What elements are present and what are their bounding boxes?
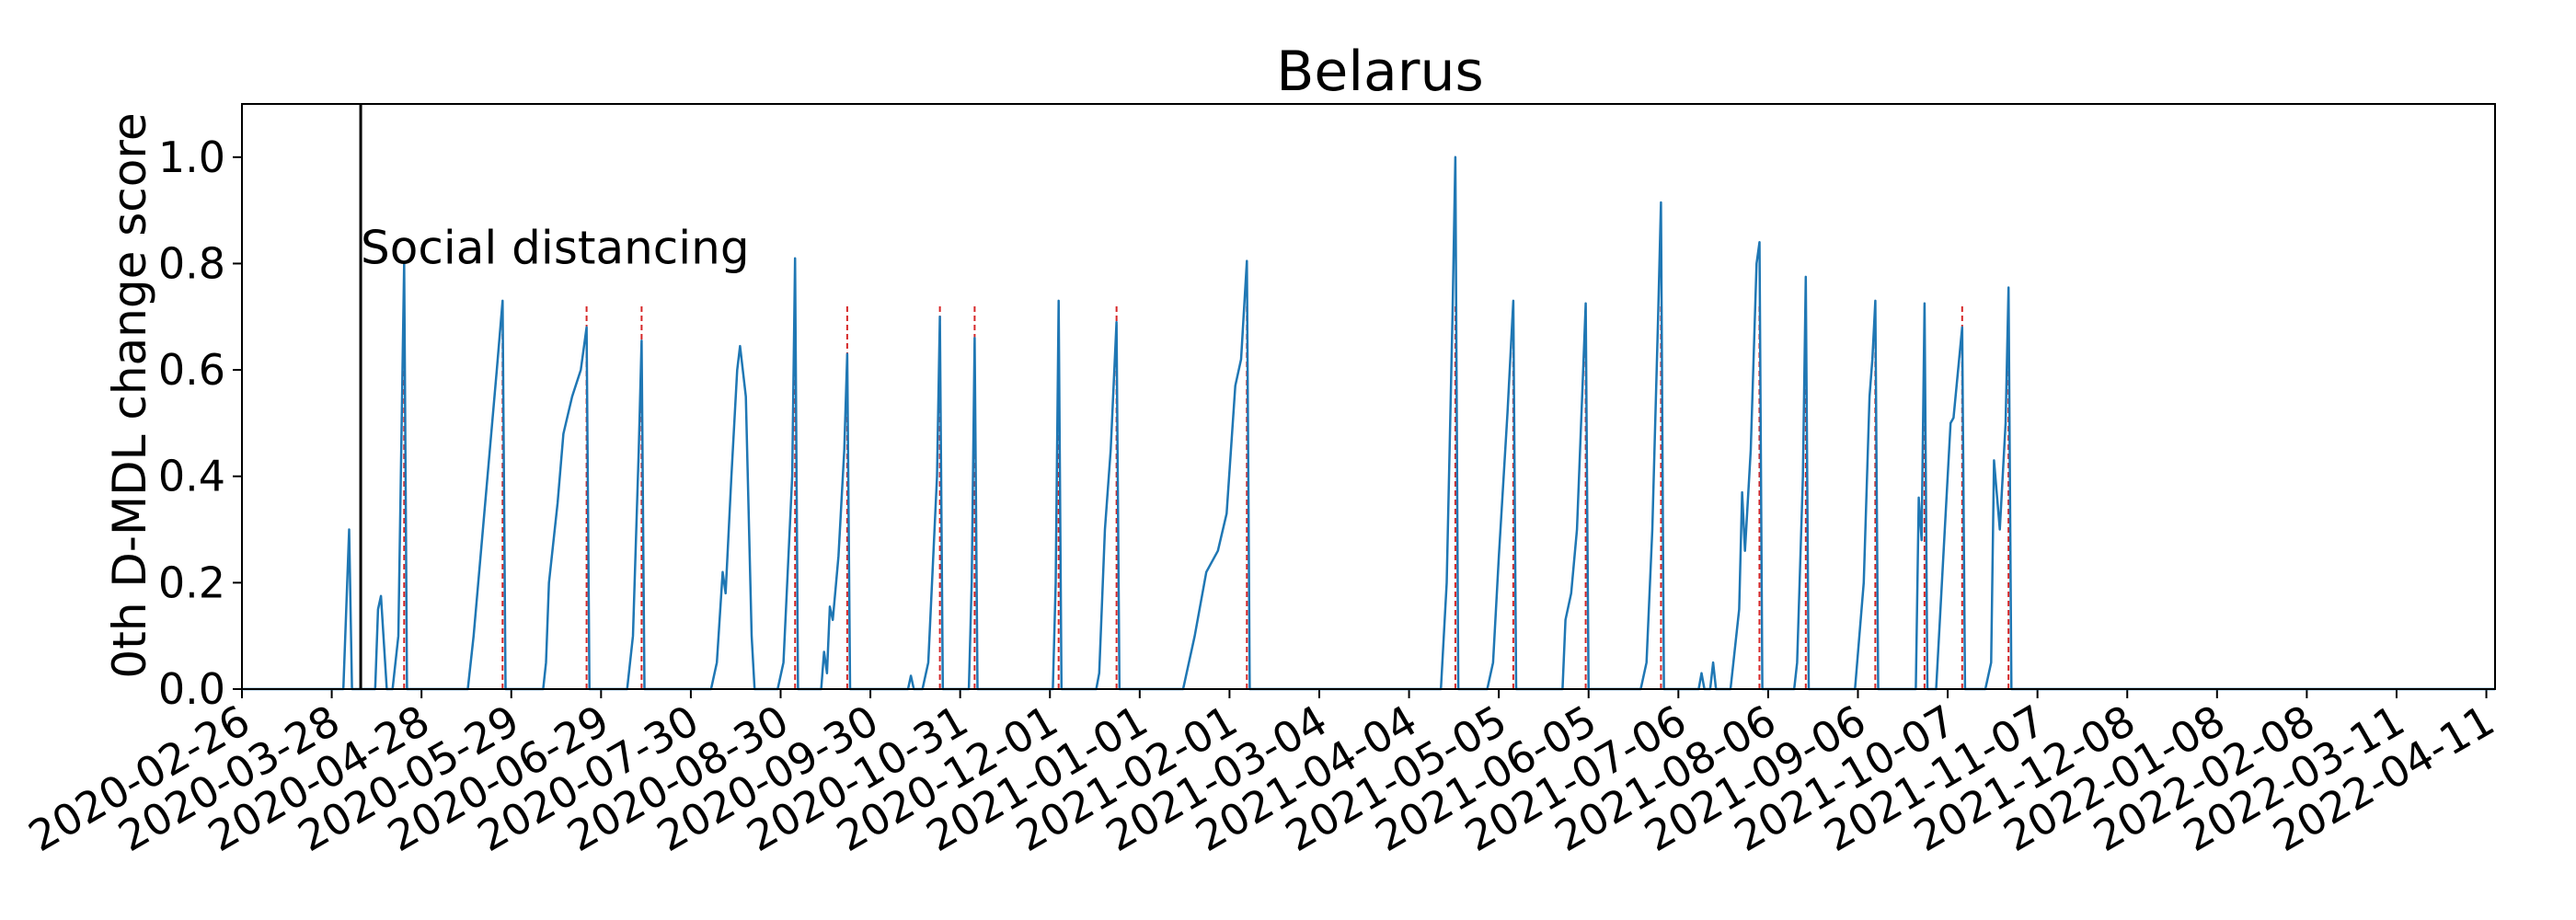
y-axis-label: 0th D-MDL change score [103, 112, 156, 678]
y-tick-label: 0.4 [158, 452, 225, 501]
y-tick-label: 1.0 [158, 132, 225, 182]
y-tick-label: 0.2 [158, 558, 225, 607]
y-tick-label: 0.0 [158, 664, 225, 714]
y-tick-label: 0.6 [158, 345, 225, 395]
plot-area: 0.00.20.40.60.81.02020-02-262020-03-2820… [20, 104, 2502, 861]
y-tick-label: 0.8 [158, 238, 225, 288]
event-annotation: Social distancing [361, 221, 750, 274]
chart-title: Belarus [1276, 40, 1483, 104]
plot-frame [241, 103, 2496, 690]
